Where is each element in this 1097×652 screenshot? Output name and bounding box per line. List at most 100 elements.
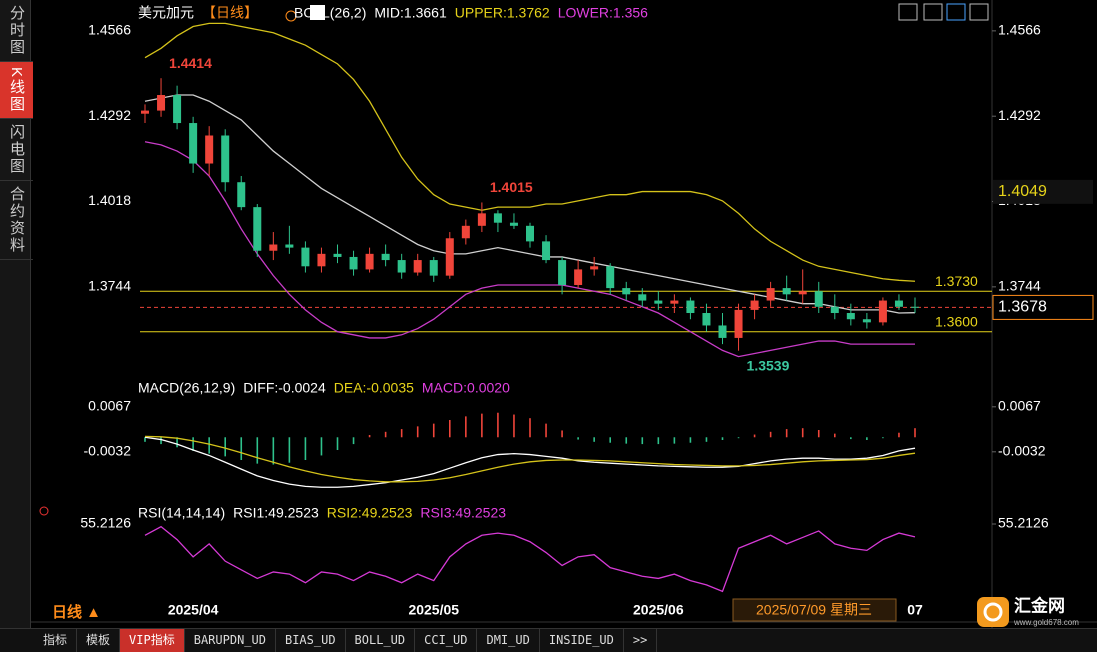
y-tick-label: 55.2126 — [80, 515, 131, 531]
toolbar-tab[interactable]: BIAS_UD — [276, 629, 346, 652]
candle-body — [301, 247, 310, 267]
candle-body — [333, 253, 342, 257]
candle-body — [349, 256, 358, 270]
candle-body — [461, 225, 470, 239]
y-tick-label: 1.3744 — [88, 278, 131, 294]
y-tick-label-right: -0.0032 — [998, 443, 1046, 459]
y-tick-label: 1.4566 — [88, 22, 131, 38]
candle-body — [542, 241, 551, 261]
panel-header: RSI(14,14,14) — [138, 505, 225, 521]
x-tick-label: 2025/05 — [408, 602, 459, 618]
x-tick-label: 2025/06 — [633, 602, 684, 618]
candle-body — [814, 291, 823, 307]
panel-header: UPPER:1.3762 — [455, 5, 550, 21]
indicator-line — [144, 22, 916, 282]
level-label: 1.3600 — [935, 313, 978, 329]
candle-body — [477, 213, 486, 226]
y-tick-label: 1.4018 — [88, 192, 131, 208]
candle-body — [526, 225, 534, 242]
candle-body — [509, 222, 518, 226]
candle-body — [189, 123, 198, 164]
panel-header: RSI1:49.2523 — [233, 505, 319, 521]
side-tab[interactable]: K线图 — [0, 62, 33, 120]
candle-body — [654, 300, 663, 304]
toolbar-tab[interactable]: BOLL_UD — [346, 629, 416, 652]
y-tick-label-right: 55.2126 — [998, 515, 1049, 531]
panel-header: MACD:0.0020 — [422, 380, 510, 396]
sidebar: 分时图 K线图 闪电图 合约资料 — [0, 0, 33, 628]
indicator-line — [144, 525, 916, 593]
toolbar-tab[interactable]: >> — [624, 629, 658, 652]
side-tab[interactable]: 分时图 — [0, 0, 33, 62]
indicator-line — [144, 94, 916, 314]
candle-body — [638, 294, 647, 301]
logo-name: 汇金网 — [1014, 595, 1065, 615]
settings-icon[interactable] — [39, 506, 49, 516]
panel-header: 【日线】 — [202, 5, 258, 21]
candle-body — [237, 182, 246, 208]
panel-header: RSI3:49.2523 — [420, 505, 506, 521]
x-tick-label: 07 — [907, 602, 923, 618]
toolbar-tab[interactable]: VIP指标 — [120, 629, 185, 652]
candle-body — [493, 213, 502, 223]
y-tick-label-right: 1.4292 — [998, 107, 1041, 123]
panel-header: RSI2:49.2523 — [327, 505, 413, 521]
price-label: 1.3678 — [998, 299, 1047, 316]
toolbar-tab[interactable]: BARUPDN_UD — [185, 629, 276, 652]
candle-body — [429, 260, 438, 276]
candle-body — [862, 319, 871, 323]
candle-body — [574, 269, 583, 285]
extreme-label: 1.4015 — [490, 179, 533, 195]
side-tab[interactable]: 闪电图 — [0, 119, 33, 182]
toolbar-icons — [898, 3, 989, 21]
candle-body — [445, 238, 454, 276]
toolbar-tab[interactable]: CCI_UD — [415, 629, 478, 652]
panel-header: BOLL(26,2) — [294, 5, 366, 21]
candle-body — [157, 95, 166, 111]
toolbar-tab[interactable]: DMI_UD — [477, 629, 540, 652]
candle-body — [798, 291, 807, 295]
boll-icon — [310, 5, 325, 20]
panel-header: MACD(26,12,9) — [138, 380, 235, 396]
candle-body — [606, 266, 615, 289]
candle-body — [766, 288, 775, 301]
y-tick-label-right: 1.4566 — [998, 22, 1041, 38]
candle-body — [558, 260, 567, 285]
price-box — [992, 294, 1094, 320]
panel-header: DEA:-0.0035 — [334, 380, 414, 396]
logo-mark — [983, 602, 1003, 622]
side-tab[interactable]: 合约资料 — [0, 181, 33, 261]
indicator-line — [144, 436, 916, 488]
extreme-label: 1.3539 — [747, 357, 790, 373]
marker-label: 1.4049 — [998, 183, 1047, 200]
toolbar-tab[interactable]: INSIDE_UD — [540, 629, 624, 652]
indicator-line — [144, 141, 915, 358]
candle-body — [590, 266, 599, 270]
toolbar-tab[interactable]: 模板 — [77, 629, 121, 652]
candle-body — [686, 300, 695, 314]
candle-body — [830, 306, 839, 314]
candle-body — [734, 309, 743, 338]
y-tick-label: 0.0067 — [88, 398, 131, 414]
indicator-line — [144, 435, 916, 483]
candle-body — [205, 135, 214, 164]
chart: 日线 ▲ 2025/07/09 星期三 汇金网 www.gold678.com … — [30, 0, 1097, 628]
add-icon[interactable] — [285, 10, 297, 22]
logo-url: www.gold678.com — [1013, 618, 1079, 627]
candle-body — [285, 244, 294, 248]
level-label: 1.3730 — [935, 273, 978, 289]
y-tick-label: 1.4292 — [88, 107, 131, 123]
candle-body — [317, 253, 326, 267]
candle-body — [846, 313, 855, 320]
candle-body — [269, 244, 278, 251]
candle-body — [718, 325, 727, 338]
cursor-date-box — [732, 598, 897, 622]
candle-body — [365, 253, 374, 270]
period-label[interactable]: 日线 ▲ — [52, 603, 101, 621]
candle-body — [173, 95, 182, 124]
cursor-date: 2025/07/09 星期三 — [756, 602, 872, 618]
x-tick-label: 2025/04 — [168, 602, 219, 618]
candle-body — [622, 288, 631, 295]
toolbar-tab[interactable]: 指标 — [34, 629, 78, 652]
